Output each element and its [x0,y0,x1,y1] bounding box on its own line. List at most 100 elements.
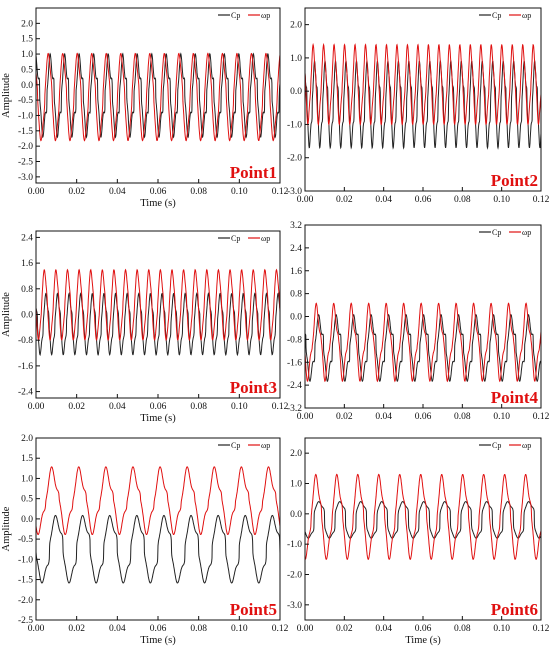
y-axis-label: Amplitude [1,506,12,551]
x-tick-label: 0.12 [272,187,289,197]
x-tick-label: 0.08 [190,624,207,634]
panel-label: Point5 [230,600,277,619]
y-tick-label: -1.0 [18,111,33,121]
x-tick-label: 0.04 [375,624,392,634]
x-tick-label: 0.08 [454,412,471,422]
y-tick-label: 1.0 [21,50,33,60]
x-tick-label: 0.02 [336,412,353,422]
y-tick-label: -0.5 [18,96,33,106]
x-tick-label: 0.10 [231,624,248,634]
y-tick-label: -2.0 [287,571,302,581]
legend-label: Cp [492,228,501,237]
x-tick-label: 0.00 [28,624,45,634]
x-tick-label: 0.12 [533,412,550,422]
x-tick-label: 0.04 [109,187,126,197]
legend-label: ωp [261,234,270,243]
y-tick-label: -1.0 [287,540,302,550]
panel-label: Point2 [491,171,538,190]
x-tick-label: 0.08 [454,624,471,634]
y-tick-label: 0.8 [290,290,302,300]
x-tick-label: 0.04 [109,402,126,412]
y-tick-label: 1.0 [21,474,33,484]
x-axis-label: Time (s) [140,413,176,424]
series-line-wp [36,52,280,142]
panel-point6: 0.00 0.02 0.04 0.06 0.08 0.10 0.12 -3.0 -2.0 -1.0… [287,437,550,646]
x-tick-label: 0.12 [533,195,550,205]
series-line-cp [36,292,280,357]
x-axis-label: Time (s) [140,635,176,646]
y-tick-label: 2.0 [290,21,302,31]
x-tick-label: 0.00 [297,412,314,422]
y-tick-label: -1.0 [18,555,33,565]
x-tick-label: 0.06 [415,624,432,634]
y-tick-label: -0.8 [18,336,33,346]
y-tick-label: -2.0 [18,596,33,606]
panel-point2: 0.00 0.02 0.04 0.06 0.08 0.10 0.12 -3.0 -2.0 -1.0… [287,7,550,205]
legend-label: ωp [261,11,270,20]
y-tick-label: -2.4 [287,381,302,391]
series-line-cp [305,501,541,539]
plot-frame [35,437,281,621]
y-tick-label: 0.0 [290,510,302,520]
y-tick-label: -2.5 [18,616,33,626]
x-tick-label: 0.02 [68,402,85,412]
y-tick-label: -3.0 [287,601,302,611]
x-tick-label: 0.04 [375,412,392,422]
y-tick-label: -1.6 [287,358,302,368]
y-tick-label: 0.5 [21,65,33,75]
x-tick-label: 0.06 [415,412,432,422]
y-tick-label: 0.0 [21,81,33,91]
x-tick-label: 0.08 [190,402,207,412]
x-tick-label: 0.00 [297,195,314,205]
y-tick-label: -2.4 [18,388,33,398]
x-tick-label: 0.00 [297,624,314,634]
y-tick-label: -1.6 [18,362,33,372]
y-tick-label: -2.5 [18,158,33,168]
y-tick-label: 2.4 [21,233,33,243]
y-tick-label: 0.0 [290,87,302,97]
legend-label: Cp [231,11,240,20]
x-axis-label: Time (s) [140,198,176,209]
x-tick-label: 0.04 [375,195,392,205]
x-tick-label: 0.10 [231,402,248,412]
panel-label: Point4 [491,388,539,407]
x-tick-label: 0.04 [109,624,126,634]
y-tick-label: -0.5 [18,535,33,545]
y-tick-label: 0.0 [21,515,33,525]
y-tick-label: -2.0 [287,154,302,164]
y-tick-label: -3.0 [18,173,33,183]
y-tick-label: -1.5 [18,127,33,137]
y-tick-label: -0.8 [287,335,302,345]
y-tick-label: 1.6 [21,259,33,269]
x-tick-label: 0.12 [272,624,289,634]
legend-label: ωp [522,441,531,450]
x-tick-label: 0.08 [190,187,207,197]
x-tick-label: 0.06 [150,187,167,197]
y-tick-label: 0.0 [290,313,302,323]
series-line-cp [36,52,280,139]
x-tick-label: 0.12 [272,402,289,412]
x-tick-label: 0.12 [533,624,550,634]
y-axis-label: Amplitude [1,73,12,118]
y-tick-label: -2.0 [18,142,33,152]
legend-label: ωp [522,11,531,20]
y-tick-label: 2.0 [290,449,302,459]
y-tick-label: -1.0 [287,120,302,130]
x-tick-label: 0.00 [28,402,45,412]
y-tick-label: 1.0 [290,54,302,64]
y-tick-label: 0.0 [21,311,33,321]
panel-point1: 0.00 0.02 0.04 0.06 0.08 0.10 0.12 -3.0 -2.5 -2.0… [1,7,289,209]
series-line-wp [305,42,541,127]
y-tick-label: 2.0 [21,19,33,29]
x-tick-label: 0.08 [454,195,471,205]
series-line-wp [305,302,541,383]
y-tick-label: 2.0 [21,434,33,444]
legend-label: Cp [492,441,501,450]
y-axis-label: Amplitude [1,292,12,337]
x-tick-label: 0.06 [150,402,167,412]
y-tick-label: 0.8 [21,285,33,295]
plot-frame [304,437,542,621]
x-tick-label: 0.10 [493,624,510,634]
series-line-cp [36,514,280,584]
legend-label: Cp [231,441,240,450]
